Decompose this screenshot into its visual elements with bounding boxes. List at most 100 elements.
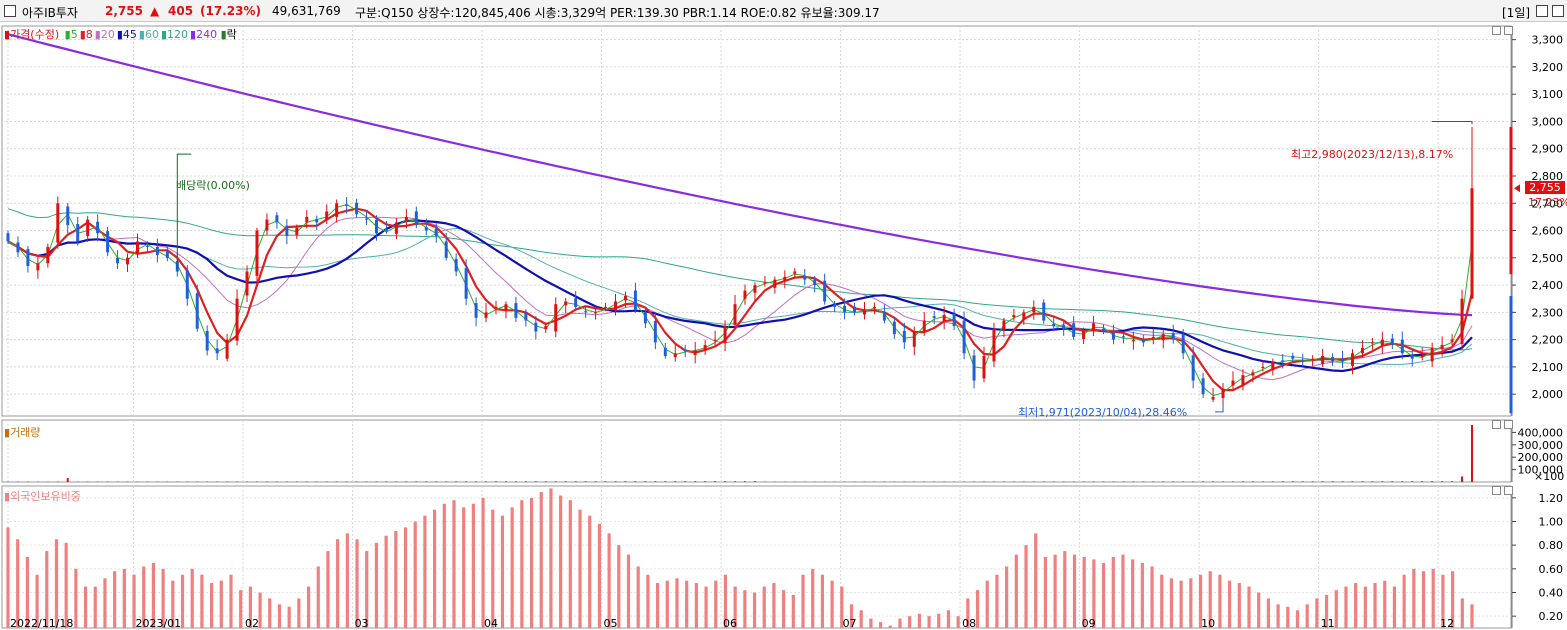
volume-bar	[704, 481, 707, 482]
volume-bar	[514, 481, 517, 482]
candle-body	[205, 330, 209, 351]
candle-body	[743, 290, 747, 299]
candle-body	[454, 258, 458, 272]
foreign-pane-label: 외국인보유비중	[10, 490, 81, 503]
candle-body	[723, 326, 727, 343]
candle-body	[295, 227, 299, 235]
volume-bar	[1231, 481, 1234, 482]
foreign-pane-min-button[interactable]	[1492, 486, 1501, 495]
volume-bar	[1431, 481, 1434, 482]
candle-body	[1321, 356, 1325, 365]
foreign-tick-label: 0.40	[1539, 587, 1564, 600]
foreign-bar	[442, 503, 446, 628]
candle-body	[892, 321, 896, 335]
foreign-bar	[142, 566, 146, 628]
foreign-tick-label: 0.20	[1539, 610, 1564, 623]
candle-body	[195, 293, 199, 329]
candle-body	[584, 311, 588, 313]
foreign-bar	[316, 566, 320, 628]
candle-body	[912, 331, 916, 347]
foreign-bar	[908, 616, 912, 628]
foreign-bar	[578, 509, 582, 628]
period-selector[interactable]: [1일]	[1502, 6, 1531, 20]
volume-bar	[1461, 476, 1464, 482]
volume-bar	[534, 481, 537, 482]
price-pane-max-button[interactable]	[1504, 26, 1513, 35]
x-tick-label: 08	[962, 617, 976, 630]
foreign-bar	[927, 616, 931, 628]
candle-body	[365, 218, 369, 220]
foreign-bar	[374, 542, 379, 628]
foreign-bar	[811, 568, 815, 628]
foreign-bar	[239, 590, 243, 628]
volume-bar	[1411, 481, 1414, 482]
foreign-bar	[306, 586, 311, 628]
restore-icon[interactable]	[1536, 5, 1548, 17]
volume-bar	[445, 481, 448, 482]
volume-bar	[504, 481, 507, 482]
candle-body	[1161, 334, 1165, 341]
volume-bar	[465, 481, 468, 482]
price-legend-marker: ▮	[4, 28, 11, 41]
volume-bar	[1311, 481, 1314, 482]
price-tick-label: 2,400	[1532, 279, 1564, 292]
candle-body	[1062, 324, 1066, 329]
volume-pane-max-button[interactable]	[1504, 420, 1513, 429]
volume-pane-title: ▮거래량	[4, 426, 41, 439]
foreign-bar	[529, 497, 534, 628]
foreign-bar	[1276, 604, 1280, 628]
foreign-pane-max-button[interactable]	[1504, 486, 1513, 495]
foreign-bar	[1412, 568, 1416, 628]
current-price: 2,755	[105, 4, 143, 18]
foreign-bar	[1344, 586, 1348, 628]
checkbox-icon[interactable]	[4, 5, 16, 17]
foreign-bar	[743, 590, 747, 628]
ex-legend-label: 락	[226, 28, 237, 41]
volume-bar	[1281, 481, 1284, 482]
candle-body	[6, 233, 10, 242]
up-arrow-icon: ▲	[150, 4, 160, 18]
price-tick-label: 2,600	[1532, 225, 1564, 238]
price-tick-label: 2,800	[1532, 170, 1564, 183]
foreign-bar	[219, 580, 223, 628]
volume-bar	[1391, 481, 1394, 482]
ma20-line	[7, 216, 1473, 381]
volume-unit: ×100	[1534, 470, 1565, 483]
volume-pane-min-button[interactable]	[1492, 420, 1501, 429]
volume-bar	[1082, 481, 1085, 482]
foreign-bar	[54, 539, 59, 628]
volume-bar	[614, 481, 617, 482]
close-icon[interactable]	[1552, 5, 1564, 17]
foreign-bar	[1286, 606, 1290, 628]
volume-bar	[654, 481, 657, 482]
price-tick-label: 2,300	[1532, 306, 1564, 319]
stock-chart[interactable]: 2,000 2,100 2,200 2,300 2,400 2,500 2,600 2,700…	[0, 22, 1567, 630]
volume-bar	[1301, 481, 1304, 482]
ma-legend-item-60: ▮60	[138, 28, 159, 41]
volume-bar	[1331, 481, 1334, 482]
foreign-bar	[277, 604, 282, 628]
foreign-bar	[83, 586, 88, 628]
candle-body	[325, 211, 329, 221]
foreign-bar	[1392, 586, 1397, 628]
foreign-bar	[985, 580, 989, 628]
foreign-bar	[1383, 580, 1387, 628]
volume-bar	[743, 481, 746, 482]
candle-body	[544, 326, 548, 330]
foreign-bar	[762, 586, 766, 628]
candle-body	[1102, 328, 1106, 332]
volume-bar	[355, 481, 358, 482]
candle-body	[1042, 302, 1046, 321]
candle-body	[305, 216, 309, 223]
foreign-bar	[103, 578, 107, 628]
candle-body	[1390, 338, 1394, 346]
price-pane-min-button[interactable]	[1492, 26, 1501, 35]
price-change-pct: (17.23%)	[200, 4, 261, 18]
foreign-bar	[704, 586, 708, 628]
foreign-bar	[539, 491, 543, 628]
foreign-bar	[733, 586, 737, 628]
foreign-bar	[200, 574, 204, 628]
candle-body	[404, 216, 408, 222]
candle-body	[783, 276, 787, 281]
candle-body	[1181, 334, 1185, 354]
